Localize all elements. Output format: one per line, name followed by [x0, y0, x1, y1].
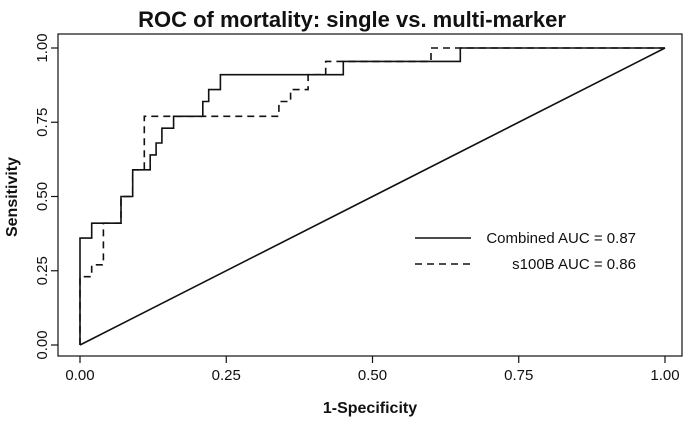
y-tick-label: 0.50	[34, 182, 51, 211]
x-tick-label: 0.50	[358, 367, 387, 384]
x-tick-label: 0.00	[65, 367, 94, 384]
s100b-roc-curve	[79, 47, 665, 345]
legend-label-s100b: s100B AUC = 0.86	[512, 256, 636, 273]
legend: Combined AUC = 0.87 s100B AUC = 0.86	[415, 230, 636, 273]
x-axis-label: 1-Specificity	[323, 400, 417, 417]
y-tick-label: 1.00	[34, 33, 51, 62]
plot-frame	[57, 33, 683, 357]
x-axis: 0.00 0.25 0.50 0.75 1.00	[65, 356, 680, 384]
x-tick-label: 0.75	[504, 367, 533, 384]
y-axis: 0.00 0.25 0.50 0.75 1.00	[34, 33, 58, 360]
x-tick-label: 1.00	[650, 367, 679, 384]
y-tick-label: 0.75	[34, 108, 51, 137]
reference-line	[79, 47, 666, 346]
x-tick-label: 0.25	[212, 367, 241, 384]
combined-roc-curve	[79, 47, 665, 345]
plot-lines	[79, 47, 666, 346]
chart-title: ROC of mortality: single vs. multi-marke…	[138, 7, 566, 32]
y-tick-label: 0.25	[34, 256, 51, 285]
legend-label-combined: Combined AUC = 0.87	[486, 230, 636, 247]
y-tick-label: 0.00	[34, 330, 51, 359]
y-axis-label: Sensitivity	[4, 157, 21, 237]
